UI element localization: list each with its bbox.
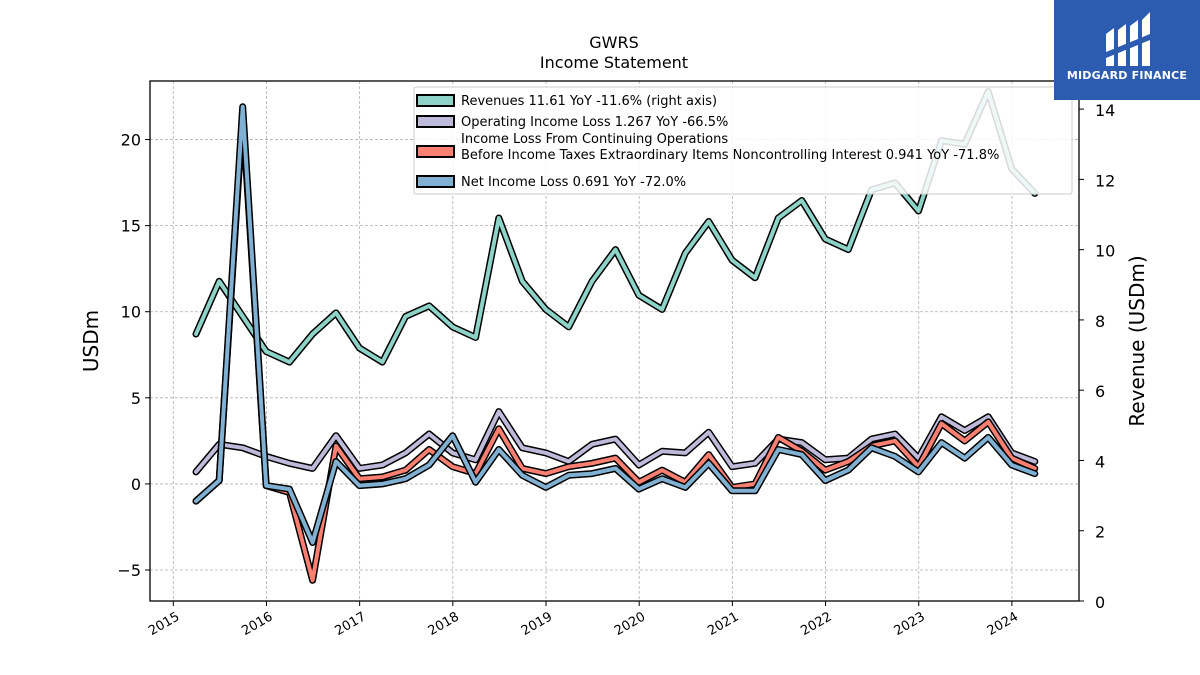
x-tick-label: 2021 — [705, 609, 741, 639]
legend-swatch — [416, 145, 455, 158]
series-stroke — [194, 104, 1037, 545]
x-axis: 2015 2016 2017 2018 2019 2020 2021 2022 2023 2024 — [146, 601, 1021, 639]
y2-tick-label: 2 — [1095, 523, 1105, 542]
x-tick-label: 2023 — [892, 609, 928, 639]
y2-tick-label: 6 — [1095, 382, 1105, 401]
y-tick-label: 20 — [121, 131, 141, 150]
legend-label: Before Income Taxes Extraordinary Items … — [461, 148, 999, 163]
y2-axis-label: Revenue (USDm) — [1125, 255, 1149, 426]
y-tick-label: 5 — [131, 389, 141, 408]
series-line-2 — [192, 110, 1039, 584]
y2-tick-label: 10 — [1095, 242, 1115, 261]
legend-label: Income Loss From Continuing Operations — [461, 132, 728, 147]
chart-title: GWRS — [589, 33, 639, 52]
legend-swatch — [416, 115, 455, 128]
y-axis-label: USDm — [79, 310, 103, 372]
y-tick-label: −5 — [117, 561, 141, 580]
legend-label: Net Income Loss 0.691 YoY -72.0% — [461, 175, 686, 190]
legend-frame — [413, 86, 1073, 195]
x-tick-label: 2018 — [426, 609, 462, 639]
midgard-finance-logo: MIDGARD FINANCE — [1054, 0, 1200, 100]
chart-subtitle: Income Statement — [540, 53, 688, 72]
y-tick-label: 10 — [121, 303, 141, 322]
logo-mark-icon — [1106, 12, 1150, 66]
legend-item-3: Net Income Loss 0.691 YoY -72.0% — [416, 175, 686, 190]
x-tick-label: 2022 — [798, 609, 834, 639]
plot-frame — [149, 80, 1080, 602]
legend-item-2: Income Loss From Continuing OperationsBe… — [416, 132, 999, 163]
x-tick-label: 2020 — [612, 609, 648, 639]
logo-text: MIDGARD FINANCE — [1066, 69, 1188, 82]
legend-swatch — [416, 94, 455, 107]
right-axis: 0 2 4 6 8 10 12 14 — [1079, 101, 1115, 612]
y-tick-label: 15 — [121, 217, 141, 236]
series-line-1 — [192, 408, 1039, 476]
series-stroke — [194, 111, 1037, 583]
y2-tick-label: 0 — [1095, 593, 1105, 612]
x-tick-label: 2015 — [146, 609, 182, 639]
left-axis: −5 0 5 10 15 20 — [117, 131, 150, 580]
series-stroke — [194, 409, 1037, 474]
y2-tick-label: 4 — [1095, 452, 1105, 471]
legend: Revenues 11.61 YoY -11.6% (right axis) Op… — [413, 86, 1073, 195]
legend-item-1: Operating Income Loss 1.267 YoY -66.5% — [416, 115, 728, 130]
y2-tick-label: 14 — [1095, 101, 1115, 120]
legend-item-0: Revenues 11.61 YoY -11.6% (right axis) — [416, 94, 717, 109]
x-tick-label: 2017 — [332, 609, 368, 639]
series-line-3 — [192, 103, 1039, 546]
y2-tick-label: 8 — [1095, 312, 1105, 331]
legend-swatch — [416, 175, 455, 188]
legend-label: Operating Income Loss 1.267 YoY -66.5% — [461, 115, 728, 130]
x-tick-label: 2016 — [239, 609, 275, 639]
x-tick-label: 2019 — [519, 609, 555, 639]
legend-label: Revenues 11.61 YoY -11.6% (right axis) — [461, 94, 717, 109]
y2-tick-label: 12 — [1095, 171, 1115, 190]
x-tick-label: 2024 — [985, 609, 1021, 639]
y-tick-label: 0 — [131, 475, 141, 494]
